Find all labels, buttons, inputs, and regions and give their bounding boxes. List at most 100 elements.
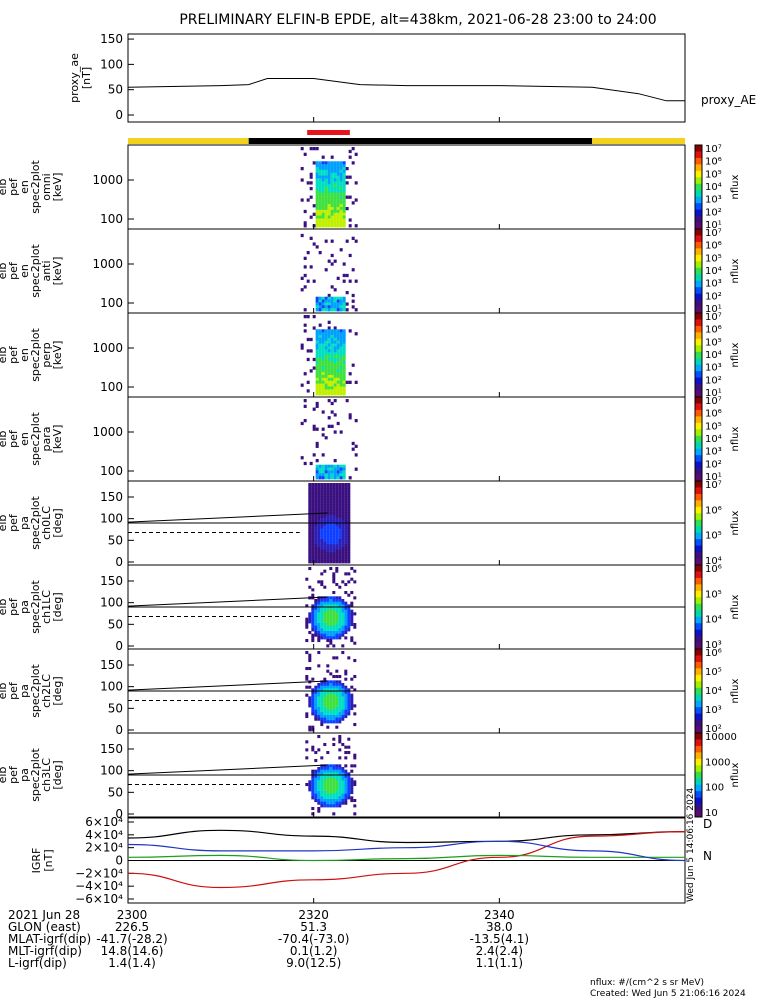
- spectrum-para-spectrum-cell: [321, 467, 325, 471]
- spectrum-anti-spectrum-cell: [339, 308, 343, 312]
- pitch-ch2LC-ylabel-line: pa: [18, 684, 31, 698]
- spectrum-perp-spectrum-cell: [318, 375, 322, 379]
- pitch-ch3LC-pitch-cell: [329, 804, 333, 808]
- spectrum-perp-spectrum-cell: [327, 372, 331, 376]
- pitch-ch1LC-pitch-cell: [344, 631, 348, 635]
- spectrum-omni-spectrum-cell: [342, 201, 346, 205]
- spectrum-anti-ytick-label: 100: [100, 296, 123, 310]
- spectrum-omni-spectrum-cell: [327, 201, 331, 205]
- pitch-ch0LC-pitch-cell: [317, 483, 321, 487]
- pitch-ch2LC-pitch-cell: [326, 720, 330, 724]
- pitch-ch1LC-pitch-cell: [350, 567, 354, 571]
- pitch-ch0LC-pitch-cell: [323, 520, 327, 524]
- pitch-ch2LC-pitch-cell: [341, 651, 345, 655]
- pitch-ch2LC-pitch-cell: [344, 693, 348, 697]
- pitch-ch2LC-pitch-cell: [341, 688, 345, 692]
- pitch-ch0LC-pitch-cell: [335, 549, 339, 553]
- spectrum-para-spectrum-cell: [333, 459, 337, 463]
- pitch-ch0LC-pitch-cell: [308, 491, 312, 495]
- spectrum-perp-spectrum-cell: [321, 375, 325, 379]
- pitch-ch3LC-pitch-cell: [338, 769, 342, 773]
- pitch-ch3LC-pitch-cell: [323, 799, 327, 803]
- pitch-ch2LC-pitch-cell: [335, 704, 339, 708]
- pitch-ch1LC-pitch-cell: [311, 625, 315, 629]
- pitch-ch3LC-pitch-cell: [332, 767, 336, 771]
- spectrum-perp-spectrum-cell: [330, 337, 334, 342]
- pitch-ch3LC-pitch-cell: [326, 769, 330, 773]
- pitch-ch3LC-colorbar-label: nflux: [730, 762, 741, 787]
- spectrum-anti-spectrum-cell: [327, 302, 331, 306]
- spectrum-perp-spectrum-cell: [333, 355, 337, 359]
- pitch-ch1LC-pitch-cell: [350, 591, 354, 595]
- spectrum-perp-spectrum-cell: [333, 380, 337, 384]
- pitch-ch2LC-pitch-cell: [317, 715, 321, 719]
- pitch-ch2LC-pitch-cell: [335, 696, 339, 700]
- spectrum-omni-spectrum-cell: [339, 204, 343, 208]
- pitch-ch3LC-pitch-cell: [317, 767, 321, 771]
- spectrum-perp-spectrum-cell: [327, 389, 331, 393]
- pitch-ch2LC-pitch-cell: [335, 715, 339, 719]
- spectrum-para-colorbar-cell: [695, 416, 702, 424]
- pitch-ch0LC-pitch-cell: [332, 523, 336, 527]
- pitch-ch2LC-pitch-cell: [326, 683, 330, 687]
- igrf-legend-N: N: [703, 849, 712, 863]
- pitch-ch1LC-pitch-cell: [335, 604, 339, 608]
- pitch-ch1LC-pitch-cell: [317, 612, 321, 616]
- spectrum-perp-colorbar-tick: 10⁵: [705, 337, 722, 348]
- spectrum-omni-spectrum-cell: [342, 187, 346, 191]
- spectrum-omni-spectrum-cell: [318, 209, 322, 214]
- pitch-ch0LC-pitch-cell: [332, 485, 336, 489]
- pitch-ch2LC-pitch-cell: [305, 677, 309, 681]
- spectrum-omni-spectrum-cell: [309, 147, 313, 151]
- spectrum-omni-spectrum-cell: [342, 212, 346, 216]
- spectrum-perp-spectrum-cell: [342, 363, 346, 367]
- spectrum-perp-spectrum-cell: [336, 375, 340, 379]
- spectrum-omni-spectrum-cell: [318, 218, 322, 222]
- spectrum-perp-spectrum-cell: [315, 349, 319, 353]
- spectrum-omni-spectrum-cell: [321, 198, 325, 202]
- pitch-ch1LC-pitch-cell: [305, 604, 309, 608]
- pitch-ch2LC-pitch-cell: [317, 688, 321, 692]
- spectrum-perp-spectrum-cell: [333, 357, 337, 362]
- pitch-ch2LC-pitch-cell: [320, 717, 324, 721]
- spectrum-para-spectrum-cell: [303, 461, 307, 466]
- spectrum-omni-spectrum-cell: [333, 192, 337, 196]
- pitch-ch0LC-pitch-cell: [338, 520, 342, 524]
- pitch-ch1LC-pitch-cell: [353, 580, 357, 584]
- spectrum-omni-ylabel-line: omni: [40, 173, 53, 200]
- pitch-ch3LC-pitch-cell: [335, 801, 339, 805]
- pitch-ch3LC-pitch-cell: [338, 785, 342, 789]
- pitch-ch0LC-pitch-cell: [314, 517, 318, 521]
- pitch-ch3LC-pitch-cell: [329, 801, 333, 805]
- pitch-ch1LC-pitch-cell: [332, 620, 336, 624]
- pitch-ch0LC-pitch-cell: [341, 507, 345, 511]
- pitch-ch0LC-pitch-cell: [347, 560, 351, 564]
- spectrum-perp-spectrum-cell: [336, 366, 340, 370]
- pitch-ch3LC-pitch-cell: [326, 793, 330, 797]
- pitch-ch2LC-pitch-cell: [329, 717, 333, 721]
- spectrum-perp-spectrum-cell: [321, 357, 325, 362]
- spectrum-perp-spectrum-cell: [336, 386, 340, 390]
- pitch-ch1LC-pitch-cell: [314, 625, 318, 629]
- pitch-ch1LC-pitch-cell: [320, 583, 324, 587]
- spectrum-perp-ylabel-line: [keV]: [51, 341, 64, 370]
- spectrum-para-spectrum-cell: [321, 453, 325, 457]
- spectrum-omni-spectrum-cell: [303, 224, 307, 228]
- pitch-ch0LC-pitch-cell: [311, 491, 315, 495]
- spectrum-perp-spectrum-cell: [354, 380, 358, 384]
- pitch-ch1LC-pitch-cell: [311, 607, 315, 611]
- pitch-ch0LC-pitch-cell: [329, 485, 333, 489]
- spectrum-omni-colorbar-cell: [695, 151, 702, 159]
- pitch-ch0LC-pitch-cell: [344, 509, 348, 513]
- pitch-ch3LC-pitch-cell: [335, 777, 339, 781]
- pitch-ch3LC-pitch-cell: [305, 783, 309, 787]
- footer-row-value: 2300: [117, 908, 148, 922]
- pitch-ch2LC-pitch-cell: [314, 688, 318, 692]
- spectrum-perp-spectrum-cell: [315, 366, 319, 370]
- pitch-ch0LC-pitch-cell: [314, 520, 318, 524]
- pitch-ch2LC-pitch-cell: [347, 707, 351, 711]
- spectrum-perp-spectrum-cell: [330, 383, 334, 387]
- pitch-ch0LC-pitch-cell: [344, 552, 348, 556]
- pitch-ch0LC-pitch-cell: [320, 509, 324, 513]
